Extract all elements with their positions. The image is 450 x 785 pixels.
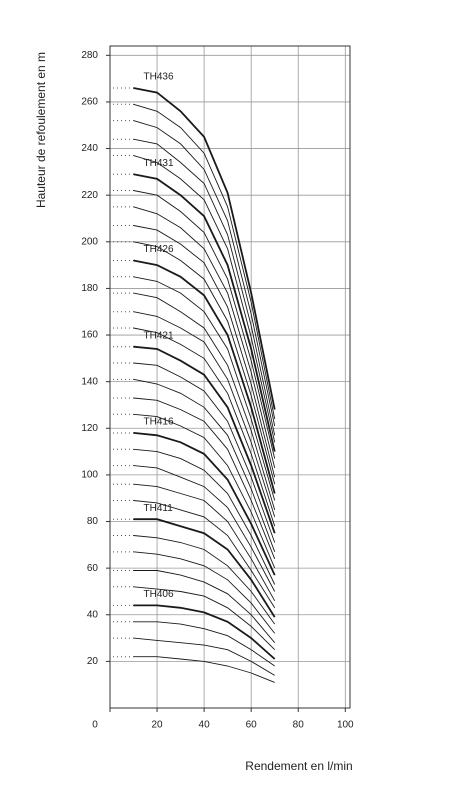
- pump-curve: [133, 292, 276, 511]
- x-tick-label: 80: [293, 720, 305, 731]
- y-tick-label: 260: [81, 97, 98, 108]
- x-tick-label: 20: [151, 720, 163, 731]
- y-tick-label: 160: [81, 330, 98, 341]
- pump-curve: [133, 241, 276, 485]
- pump-curve: [133, 397, 276, 559]
- x-tick-label: 60: [246, 720, 258, 731]
- pump-curve: [133, 138, 276, 436]
- x-axis-label: Rendement en l/min: [245, 759, 352, 773]
- pump-curve: [133, 518, 276, 618]
- pump-curve: [133, 225, 276, 478]
- curve-label: TH436: [144, 72, 174, 83]
- pump-curve: [133, 586, 276, 651]
- y-tick-label: 280: [81, 50, 98, 61]
- plot-frame: [109, 45, 351, 709]
- pump-curve: [133, 345, 276, 534]
- pump-curve: [133, 432, 276, 576]
- pump-curve: [133, 276, 276, 501]
- pump-curve: [133, 362, 276, 543]
- curve-label: TH426: [144, 244, 174, 255]
- pump-curve: [133, 190, 276, 459]
- y-tick-label: 220: [81, 190, 98, 201]
- y-tick-label: 40: [87, 609, 99, 620]
- pump-curve: [133, 327, 276, 527]
- x-tick-label: 100: [337, 720, 354, 731]
- pump-curve: [133, 637, 275, 676]
- pump-curve: [133, 604, 276, 660]
- pump-curve: [133, 413, 276, 569]
- pump-curve: [133, 206, 276, 469]
- y-tick-label: 100: [81, 470, 98, 481]
- pump-curve: [133, 570, 276, 643]
- curve-label: TH411: [144, 503, 174, 514]
- x-tick-label: 40: [199, 720, 211, 731]
- pump-curve: [133, 87, 276, 410]
- pump-curve: [133, 173, 276, 452]
- curve-label: TH406: [144, 589, 174, 600]
- pump-curve: [133, 103, 276, 420]
- pump-curve: [133, 155, 276, 443]
- pump-curve: [133, 551, 276, 634]
- pump-curve: [133, 465, 276, 592]
- curve-label: TH421: [144, 330, 174, 341]
- pump-curve: [133, 621, 275, 667]
- pump-curve: [133, 535, 276, 625]
- y-tick-label: 60: [87, 563, 99, 574]
- pump-curve: [133, 259, 276, 494]
- y-tick-label: 120: [81, 423, 98, 434]
- pump-curve: [133, 656, 275, 683]
- y-tick-label: 20: [87, 656, 99, 667]
- pump-curve: [133, 120, 276, 427]
- y-axis-label: Hauteur de refoulement en m: [34, 52, 48, 208]
- y-tick-label: 240: [81, 143, 98, 154]
- pump-curve: [133, 311, 276, 518]
- y-tick-label: 80: [87, 516, 99, 527]
- x-tick-label: 0: [92, 720, 98, 731]
- pump-curve: [133, 500, 276, 609]
- y-tick-label: 200: [81, 236, 98, 247]
- y-tick-label: 180: [81, 283, 98, 294]
- y-tick-label: 140: [81, 376, 98, 387]
- pump-curve: [133, 378, 276, 552]
- pump-curve: [133, 448, 276, 585]
- curve-label: TH416: [144, 417, 174, 428]
- pump-curve: [133, 483, 276, 602]
